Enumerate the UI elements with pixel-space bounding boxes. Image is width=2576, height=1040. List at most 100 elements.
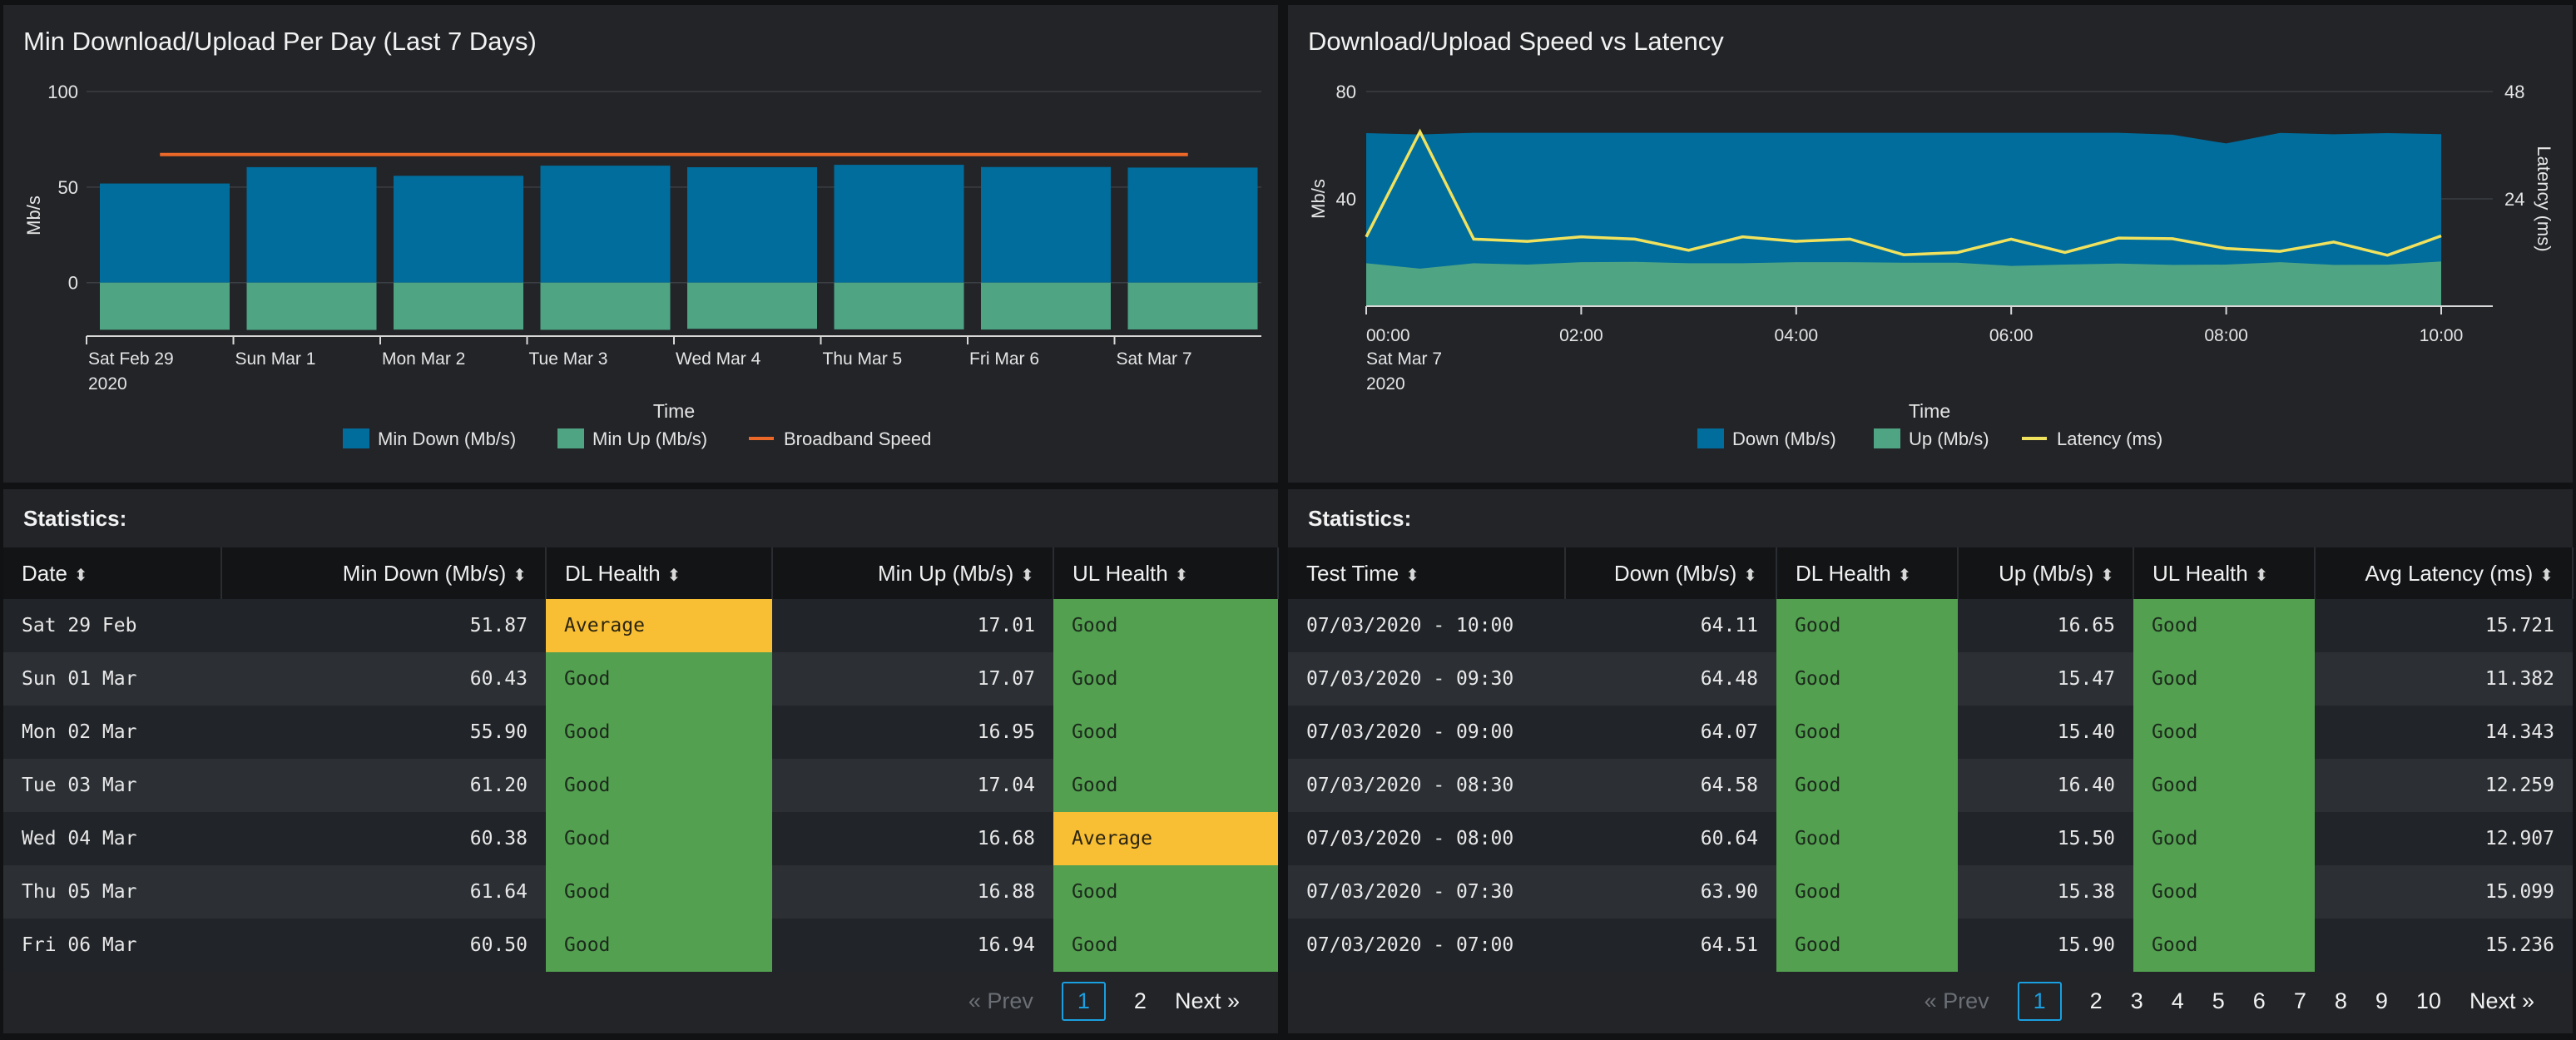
page-button[interactable]: 10 [2415, 988, 2441, 1013]
table-row: 07/03/2020 - 07:30 63.90 Good 15.38 Good 15.0… [1288, 865, 2573, 919]
column-header[interactable]: Avg Latency (ms) ⬍ [2315, 547, 2574, 599]
x-tick-year: 2020 [88, 374, 127, 394]
table-cell: 64.58 [1565, 759, 1776, 812]
legend-label[interactable]: Latency (ms) [2057, 428, 2162, 449]
bar-min-up[interactable] [687, 282, 817, 329]
legend-label[interactable]: Broadband Speed [784, 428, 931, 449]
bar-min-up[interactable] [834, 282, 964, 329]
table-cell: 15.38 [1958, 865, 2133, 919]
page-button[interactable]: 1 [1061, 982, 1106, 1021]
table-row: Sat 29 Feb 51.87 Average 17.01 Good [3, 599, 1278, 652]
latency-line[interactable] [1365, 128, 2442, 257]
bar-min-down[interactable] [981, 166, 1111, 283]
page-button[interactable]: 8 [2334, 988, 2347, 1013]
page-button[interactable]: 5 [2212, 988, 2225, 1013]
table-cell: 64.11 [1565, 599, 1776, 652]
page-button[interactable]: 6 [2252, 988, 2266, 1013]
legend-label[interactable]: Down (Mb/s) [1732, 428, 1836, 449]
health-cell: Good [2133, 812, 2315, 865]
table-cell: 15.236 [2315, 919, 2573, 972]
bar-min-up[interactable] [540, 282, 671, 330]
bar-min-up[interactable] [1127, 282, 1258, 329]
prev-page-button[interactable]: « Prev [968, 988, 1033, 1013]
column-header[interactable]: Min Down (Mb/s) ⬍ [221, 547, 547, 599]
table-row: 07/03/2020 - 09:00 64.07 Good 15.40 Good 14.3… [1288, 706, 2573, 759]
legend-label[interactable]: Min Up (Mb/s) [592, 428, 707, 449]
column-header[interactable]: DL Health ⬍ [1776, 547, 1959, 599]
legend-label[interactable]: Min Down (Mb/s) [378, 428, 516, 449]
sort-icon[interactable]: ⬍ [1405, 566, 1420, 585]
bar-min-down[interactable] [834, 165, 964, 283]
x-tick-label: Sun Mar 1 [235, 349, 316, 369]
legend-label[interactable]: Up (Mb/s) [1909, 428, 1989, 449]
table-cell: Fri 06 Mar [3, 919, 221, 972]
page-button[interactable]: 3 [2130, 988, 2143, 1013]
column-header[interactable]: Test Time ⬍ [1288, 547, 1566, 599]
bar-min-down[interactable] [540, 166, 671, 283]
page-button[interactable]: 7 [2293, 988, 2306, 1013]
next-page-button[interactable]: Next » [1174, 988, 1240, 1013]
bar-min-up[interactable] [981, 282, 1111, 330]
column-header-label: DL Health [1796, 560, 1891, 586]
sort-icon[interactable]: ⬍ [2539, 566, 2554, 585]
table-cell: Tue 03 Mar [3, 759, 221, 812]
right-pagination: « Prev 1 2 3 4 5 6 7 8 9 10 Next » [1925, 982, 2534, 1021]
bar-min-down[interactable] [687, 167, 817, 283]
page-button[interactable]: 1 [2017, 982, 2062, 1021]
sort-icon[interactable]: ⬍ [1174, 566, 1189, 585]
health-cell: Average [546, 599, 772, 652]
y-right-tick-label: 48 [2504, 82, 2524, 102]
sort-icon[interactable]: ⬍ [1020, 566, 1034, 585]
column-header[interactable]: Min Up (Mb/s) ⬍ [772, 547, 1054, 599]
sort-icon[interactable]: ⬍ [1897, 566, 1912, 585]
health-cell: Good [1053, 599, 1278, 652]
page-button[interactable]: 4 [2171, 988, 2184, 1013]
up-area[interactable] [1366, 261, 2441, 306]
table-cell: 07/03/2020 - 08:00 [1288, 812, 1565, 865]
health-cell: Good [1053, 759, 1278, 812]
x-tick-label: Thu Mar 5 [823, 349, 903, 369]
next-page-button[interactable]: Next » [2469, 988, 2534, 1013]
health-cell: Good [2133, 759, 2315, 812]
table-row: Mon 02 Mar 55.90 Good 16.95 Good [3, 706, 1278, 759]
page-button[interactable]: 2 [2089, 988, 2103, 1013]
bar-min-down[interactable] [1127, 167, 1258, 283]
page-button[interactable]: 2 [1133, 988, 1147, 1013]
column-header[interactable]: Date ⬍ [3, 547, 222, 599]
table-row: Fri 06 Mar 60.50 Good 16.94 Good [3, 919, 1278, 972]
table-cell: 64.48 [1565, 652, 1776, 706]
table-cell: 64.07 [1565, 706, 1776, 759]
sort-icon[interactable]: ⬍ [73, 566, 88, 585]
table-cell: 17.07 [772, 652, 1053, 706]
column-header[interactable]: Up (Mb/s) ⬍ [1958, 547, 2134, 599]
right-stats-title: Statistics: [1308, 506, 1412, 531]
sort-icon[interactable]: ⬍ [513, 566, 527, 585]
sort-icon[interactable]: ⬍ [2254, 566, 2269, 585]
bar-min-down[interactable] [246, 166, 377, 283]
bar-min-up[interactable] [246, 282, 377, 330]
table-cell: 15.40 [1958, 706, 2133, 759]
right-stats-panel: Statistics: Test Time ⬍ Down (Mb/s) ⬍ DL Hea… [1288, 489, 2574, 1033]
sort-icon[interactable]: ⬍ [666, 566, 681, 585]
table-cell: 12.907 [2315, 812, 2573, 865]
column-header-label: UL Health [2152, 560, 2248, 586]
health-cell: Good [1776, 599, 1958, 652]
sort-icon[interactable]: ⬍ [2100, 566, 2114, 585]
bar-min-down[interactable] [394, 176, 523, 283]
bar-min-down[interactable] [100, 183, 230, 283]
column-header[interactable]: DL Health ⬍ [546, 547, 773, 599]
column-header[interactable]: UL Health ⬍ [2133, 547, 2316, 599]
column-header-label: DL Health [565, 560, 661, 586]
prev-page-button[interactable]: « Prev [1924, 988, 1989, 1013]
sort-icon[interactable]: ⬍ [1743, 566, 1757, 585]
x-tick-label: Fri Mar 6 [969, 349, 1039, 369]
bar-min-up[interactable] [100, 282, 230, 330]
table-cell: 16.94 [772, 919, 1053, 972]
page-button[interactable]: 9 [2375, 988, 2388, 1013]
bar-min-up[interactable] [394, 282, 523, 330]
table-cell: Thu 05 Mar [3, 865, 221, 919]
column-header[interactable]: UL Health ⬍ [1053, 547, 1279, 599]
left-stats-table: Date ⬍ Min Down (Mb/s) ⬍ DL Health ⬍ Min Up (M… [3, 547, 1279, 972]
table-cell: 55.90 [221, 706, 546, 759]
column-header[interactable]: Down (Mb/s) ⬍ [1565, 547, 1777, 599]
